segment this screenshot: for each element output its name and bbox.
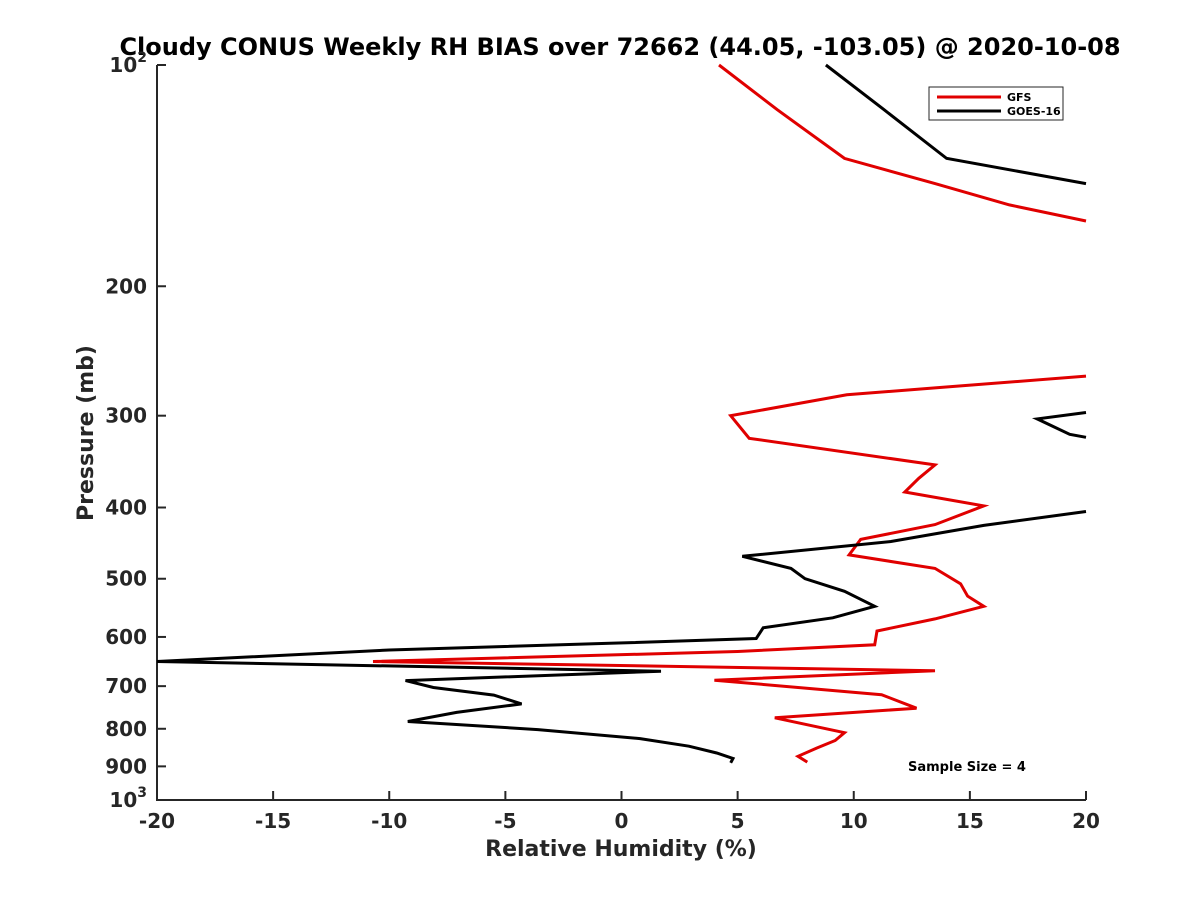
y-tick-exponent: 2 <box>137 50 147 66</box>
x-tick-label: -5 <box>494 809 516 833</box>
y-tick-label: 900 <box>105 754 147 778</box>
y-tick-label: 400 <box>105 496 147 520</box>
series-goes-16 <box>156 63 1087 764</box>
x-tick-label: -20 <box>139 809 175 833</box>
x-tick-group: -20 -15 -10 -5 0 5 10 15 20 <box>139 791 1100 833</box>
x-tick-label: 15 <box>956 809 984 833</box>
legend-box <box>928 86 1064 121</box>
x-tick-label: -10 <box>371 809 407 833</box>
y-tick-label: 700 <box>105 674 147 698</box>
legend-label: GOES-16 <box>1007 105 1061 118</box>
chart-title: Cloudy CONUS Weekly RH BIAS over 72662 (… <box>119 33 1120 61</box>
y-tick-base: 10 <box>109 53 137 77</box>
series-line <box>718 63 1087 223</box>
y-tick-label: 500 <box>105 567 147 591</box>
y-tick-label: 103 <box>109 785 147 812</box>
x-tick-label: 0 <box>615 809 629 833</box>
series-line <box>372 374 1087 764</box>
x-axis-label: Relative Humidity (%) <box>485 837 757 862</box>
series-line <box>1031 411 1087 439</box>
series-gfs <box>372 63 1087 764</box>
x-tick-label: 20 <box>1072 809 1100 833</box>
y-tick-base: 10 <box>109 788 137 812</box>
series-line <box>156 510 1087 764</box>
y-tick-label: 800 <box>105 717 147 741</box>
series-line <box>824 63 1087 186</box>
y-axis-label: Pressure (mb) <box>74 345 99 521</box>
x-tick-label: 10 <box>840 809 868 833</box>
y-tick-label: 102 <box>109 50 147 77</box>
y-tick-label: 200 <box>105 274 147 298</box>
plot-area <box>156 65 1086 801</box>
sample-size-annotation: Sample Size = 4 <box>908 760 1026 775</box>
x-tick-label: -15 <box>255 809 291 833</box>
y-tick-label: 300 <box>105 404 147 428</box>
y-tick-exponent: 3 <box>137 785 147 801</box>
series-layer <box>156 63 1087 764</box>
y-tick-label: 600 <box>105 625 147 649</box>
legend-label: GFS <box>1007 91 1032 104</box>
x-tick-label: 5 <box>731 809 745 833</box>
